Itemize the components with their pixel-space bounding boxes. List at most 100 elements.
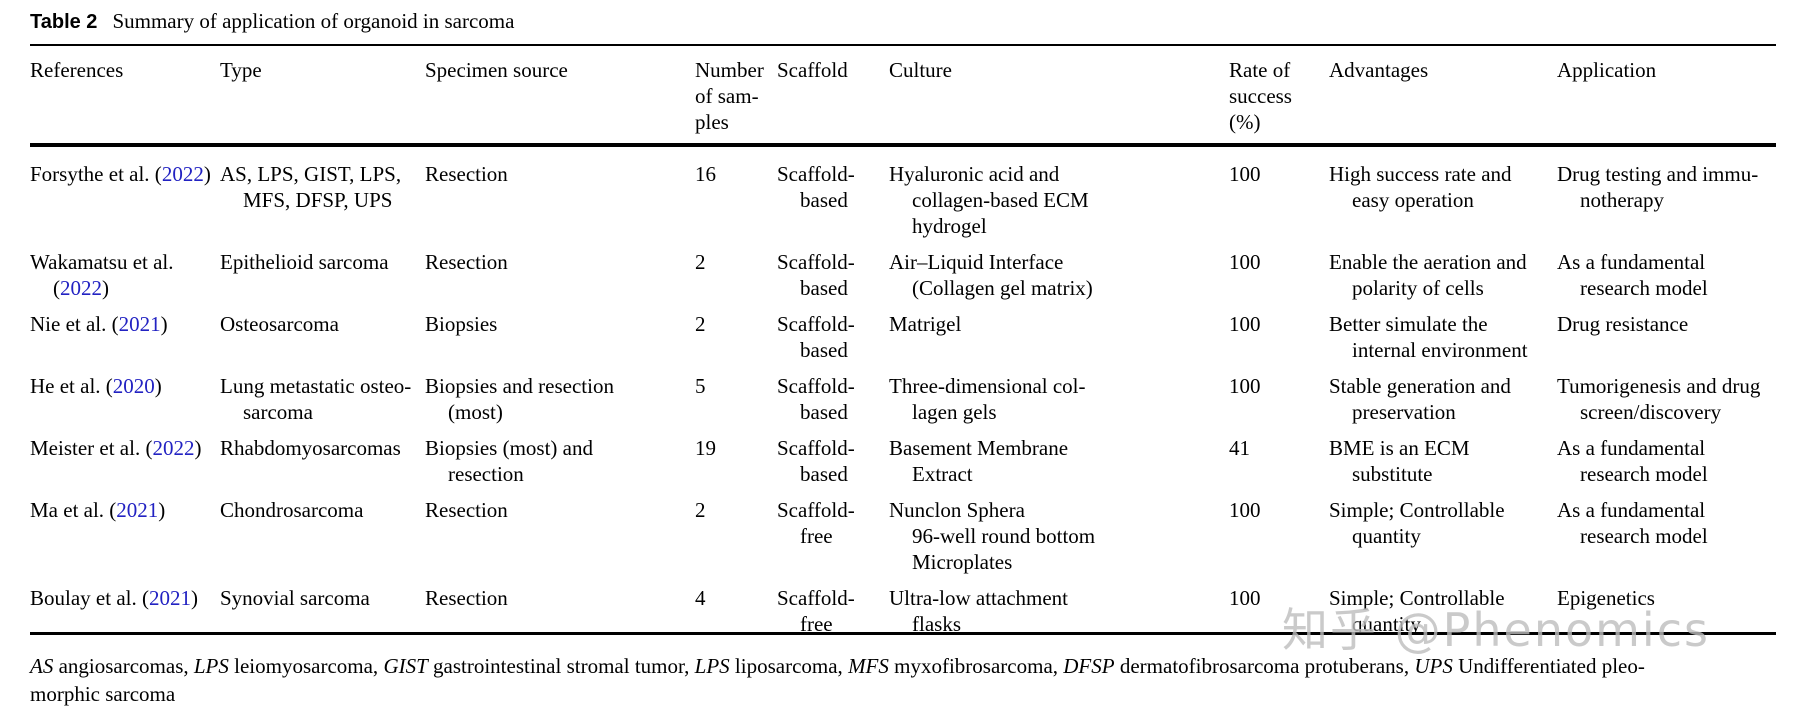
reference-close-paren: ) xyxy=(154,374,162,398)
table-row: Forsythe et al. (2022) AS, LPS, GIST, LP… xyxy=(30,161,1776,239)
cell-scaffold: Scaffold-free xyxy=(777,586,855,632)
cell-advantages: Stable generation and preservation xyxy=(1329,374,1511,424)
table-caption-label: Table 2 xyxy=(30,11,98,33)
reference-year-link[interactable]: 2020 xyxy=(112,374,155,398)
cell-reference: He et al. (2020) xyxy=(30,373,220,425)
footnote-text: angiosarcomas, xyxy=(53,654,194,678)
column-header-type: Type xyxy=(220,58,262,82)
cell-culture: Basement Membrane Extract xyxy=(889,436,1069,486)
watermark: 知乎 @Phenomics xyxy=(1282,603,1710,657)
reference-close-paren: ) xyxy=(190,586,198,610)
cell-type: Synovial sarcoma xyxy=(220,586,370,610)
table-row: Boulay et al. (2021) Synovial sarcoma Re… xyxy=(30,585,1776,632)
cell-reference: Nie et al. (2021) xyxy=(30,311,220,363)
footnote-abbr: UPS xyxy=(1414,654,1453,678)
cell-scaffold: Scaffold-based xyxy=(777,436,855,486)
cell-rate-of-success: 100 xyxy=(1229,162,1261,186)
cell-type: AS, LPS, GIST, LPS, MFS, DFSP, UPS xyxy=(220,162,402,212)
cell-specimen-source: Resection xyxy=(425,250,508,274)
header-separator-rule xyxy=(30,143,1776,147)
footnote-text: Undifferentiated pleo- morphic sarcoma xyxy=(30,654,1645,706)
cell-scaffold: Scaffold-based xyxy=(777,374,855,424)
reference-year-link[interactable]: 2021 xyxy=(148,586,191,610)
table-row: He et al. (2020) Lung metastatic osteo- … xyxy=(30,373,1776,425)
footnote-abbr: GIST xyxy=(383,654,428,678)
table-bottom-rule xyxy=(30,632,1776,635)
cell-scaffold: Scaffold-free xyxy=(777,498,855,548)
cell-application: Drug resistance xyxy=(1557,312,1689,336)
column-header-number-of-samples: Number of sam- ples xyxy=(695,58,764,134)
cell-specimen-source: Resection xyxy=(425,586,508,610)
reference-authors: Boulay et al. ( xyxy=(30,586,149,610)
reference-authors: Meister et al. ( xyxy=(30,436,153,460)
reference-year-link[interactable]: 2021 xyxy=(116,498,159,522)
footnote-abbr: LPS xyxy=(694,654,730,678)
cell-number-of-samples: 2 xyxy=(695,250,706,274)
table-caption: Table 2 Summary of application of organoi… xyxy=(30,8,1776,35)
reference-year-link[interactable]: 2021 xyxy=(118,312,161,336)
column-header-advantages: Advantages xyxy=(1329,58,1429,82)
reference-close-paren: ) xyxy=(102,276,109,300)
cell-reference: Boulay et al. (2021) xyxy=(30,585,220,632)
cell-advantages: Better simulate the internal environment xyxy=(1329,312,1528,362)
cell-specimen-source: Biopsies and resection (most) xyxy=(425,374,614,424)
cell-type: Epithelioid sarcoma xyxy=(220,250,389,274)
cell-culture: Ultra-low attachment flasks xyxy=(889,586,1069,632)
cell-application: As a fundamental research model xyxy=(1557,250,1708,300)
reference-year-link[interactable]: 2022 xyxy=(60,276,102,300)
cell-application: Drug testing and immu- notherapy xyxy=(1557,162,1759,212)
cell-rate-of-success: 41 xyxy=(1229,436,1250,460)
cell-application: As a fundamental research model xyxy=(1557,436,1708,486)
cell-type: Rhabdomyosarcomas xyxy=(220,436,401,460)
footnote-text: gastrointestinal stromal tumor, xyxy=(427,654,695,678)
cell-specimen-source: Resection xyxy=(425,162,508,186)
reference-authors: Ma et al. ( xyxy=(30,498,117,522)
cell-number-of-samples: 16 xyxy=(695,162,716,186)
table-footnote: AS angiosarcomas, LPS leiomyosarcoma, GI… xyxy=(30,652,1776,708)
reference-close-paren: ) xyxy=(158,498,166,522)
column-header-rate-of-success: Rate of success (%) xyxy=(1229,58,1292,134)
cell-scaffold: Scaffold-based xyxy=(777,250,855,300)
cell-type: Osteosarcoma xyxy=(220,312,339,336)
cell-rate-of-success: 100 xyxy=(1229,250,1261,274)
footnote-text: leiomyosarcoma, xyxy=(228,654,384,678)
column-header-references: References xyxy=(30,58,124,82)
reference-close-paren: ) xyxy=(194,436,202,460)
reference-authors: Forsythe et al. ( xyxy=(30,162,162,186)
cell-specimen-source: Resection xyxy=(425,498,508,522)
cell-application: Tumorigenesis and drug screen/discovery xyxy=(1557,374,1761,424)
cell-rate-of-success: 100 xyxy=(1229,312,1261,336)
reference-close-paren: ) xyxy=(160,312,168,336)
cell-culture: Hyaluronic acid and collagen-based ECM h… xyxy=(889,162,1089,238)
cell-scaffold: Scaffold-based xyxy=(777,162,855,212)
reference-authors: He et al. ( xyxy=(30,374,113,398)
table-container: Table 2 Summary of application of organoi… xyxy=(30,0,1776,708)
reference-year-link[interactable]: 2022 xyxy=(152,436,195,460)
footnote-abbr: MFS xyxy=(848,654,889,678)
column-header-scaffold: Scaffold xyxy=(777,58,848,82)
cell-application: Epigenetics xyxy=(1557,586,1655,610)
table-row: Meister et al. (2022) Rhabdomyosarcomas … xyxy=(30,435,1776,487)
cell-type: Chondrosarcoma xyxy=(220,498,364,522)
cell-number-of-samples: 4 xyxy=(695,586,706,610)
cell-advantages: Simple; Controllable quantity xyxy=(1329,586,1505,632)
cell-rate-of-success: 100 xyxy=(1229,586,1261,610)
cell-application: As a fundamental research model xyxy=(1557,498,1708,548)
table-header-row: References Type Specimen source Number o… xyxy=(30,46,1776,143)
cell-number-of-samples: 2 xyxy=(695,312,706,336)
table-row: Ma et al. (2021) Chondrosarcoma Resectio… xyxy=(30,497,1776,575)
cell-culture: Three-dimensional col- lagen gels xyxy=(889,374,1086,424)
footnote-abbr: DFSP xyxy=(1063,654,1115,678)
reference-authors: Wakamatsu et al. ( xyxy=(30,250,174,300)
cell-advantages: Enable the aeration and polarity of cell… xyxy=(1329,250,1527,300)
footnote-text: liposarcoma, xyxy=(729,654,849,678)
reference-year-link[interactable]: 2022 xyxy=(161,162,204,186)
cell-rate-of-success: 100 xyxy=(1229,374,1261,398)
cell-specimen-source: Biopsies (most) and resection xyxy=(425,436,593,486)
cell-rate-of-success: 100 xyxy=(1229,498,1261,522)
footnote-abbr: LPS xyxy=(193,654,229,678)
cell-reference: Forsythe et al. (2022) xyxy=(30,161,220,239)
cell-advantages: High success rate and easy operation xyxy=(1329,162,1512,212)
column-header-specimen-source: Specimen source xyxy=(425,58,568,82)
cell-advantages: Simple; Controllable quantity xyxy=(1329,498,1505,548)
